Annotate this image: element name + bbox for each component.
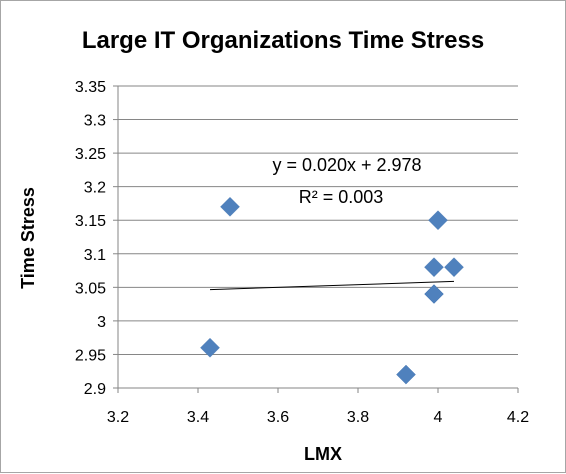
trendline: [209, 280, 455, 291]
data-point: [444, 257, 464, 278]
data-point: [424, 257, 444, 278]
data-point: [220, 196, 240, 217]
y-tick-label: 3.05: [75, 280, 106, 297]
y-tick-label: 3.2: [84, 180, 106, 197]
r-squared-label: R² = 0.003: [299, 187, 384, 207]
x-tick-label: 3.2: [107, 409, 129, 426]
trendline-equation: y = 0.020x + 2.978: [272, 155, 421, 175]
grid-lines: [113, 85, 518, 389]
x-tick-label: 3.4: [187, 409, 209, 426]
x-tick-label: 3.6: [267, 409, 289, 426]
y-tick-label: 2.95: [75, 347, 106, 364]
x-tick-label: 4.2: [507, 409, 529, 426]
y-tick-label: 2.9: [84, 381, 106, 398]
y-tick-label: 3.1: [84, 247, 106, 264]
trendline-group: [209, 280, 455, 291]
data-points: [200, 196, 464, 385]
data-point: [396, 364, 416, 385]
y-tick-labels: 3.35 3.3 3.25 3.2 3.15 3.1 3.05 3 2.95 2.9: [75, 79, 106, 398]
y-tick-label: 3.25: [75, 146, 106, 163]
y-tick-label: 3.35: [75, 79, 106, 96]
x-tick-label: 3.8: [347, 409, 369, 426]
data-point: [424, 284, 444, 304]
data-point: [428, 210, 448, 231]
axes: [117, 86, 519, 393]
x-axis-title: LMX: [304, 444, 342, 464]
x-tick-labels: 3.2 3.4 3.6 3.8 4 4.2: [107, 409, 529, 426]
y-tick-label: 3.15: [75, 213, 106, 230]
data-point: [200, 337, 220, 358]
chart-title: Large IT Organizations Time Stress: [82, 27, 484, 54]
y-tick-label: 3.3: [84, 113, 106, 130]
x-tick-label: 4: [434, 409, 443, 426]
y-tick-label: 3: [97, 314, 106, 331]
y-axis-title: Time Stress: [18, 187, 38, 289]
